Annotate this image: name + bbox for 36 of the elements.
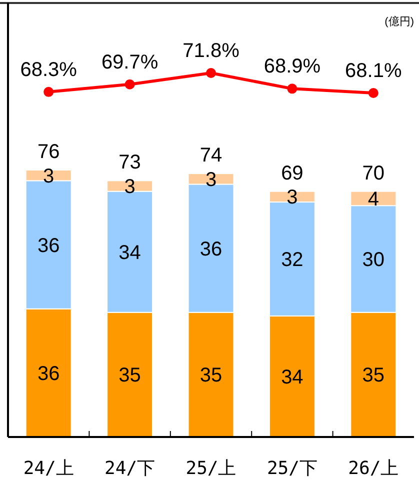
x-tick-label: 25/上 [186, 458, 236, 479]
data-label: 36 [37, 234, 60, 257]
point [368, 88, 378, 98]
data-label: 68.3% [20, 58, 78, 81]
data-label: 69.7% [101, 51, 158, 74]
x-tick-label: 24/上 [23, 458, 74, 479]
x-tick-label: 25/下 [266, 458, 318, 479]
data-label: 35 [200, 364, 222, 387]
total-label: 70 [362, 162, 385, 184]
x-tick-label: 26/上 [348, 458, 399, 479]
point [287, 84, 298, 94]
data-label: 35 [362, 364, 385, 387]
data-label: 36 [37, 362, 60, 385]
data-label: 35 [118, 364, 141, 387]
data-label: 3 [124, 176, 136, 198]
point [124, 79, 135, 90]
data-label: 4 [368, 188, 379, 210]
text: (億円) [384, 15, 414, 28]
data-label: 71.8% [182, 40, 240, 62]
data-label: 3 [43, 165, 54, 188]
data-label: 68.9% [264, 56, 321, 78]
data-label: 36 [200, 238, 222, 260]
data-label: 3 [286, 186, 298, 209]
data-label: 3 [205, 168, 217, 191]
data-label: 30 [362, 249, 385, 271]
data-label: 32 [281, 249, 304, 271]
total-label: 69 [281, 162, 304, 184]
total-label: 76 [37, 141, 60, 163]
total-label: 74 [200, 144, 222, 167]
data-label: 68.1% [345, 60, 402, 82]
point [206, 68, 216, 78]
data-label: 34 [281, 366, 304, 388]
x-tick-label: 24/下 [104, 458, 156, 479]
total-label: 73 [118, 152, 141, 174]
point [44, 86, 54, 97]
data-label: 34 [118, 242, 141, 264]
